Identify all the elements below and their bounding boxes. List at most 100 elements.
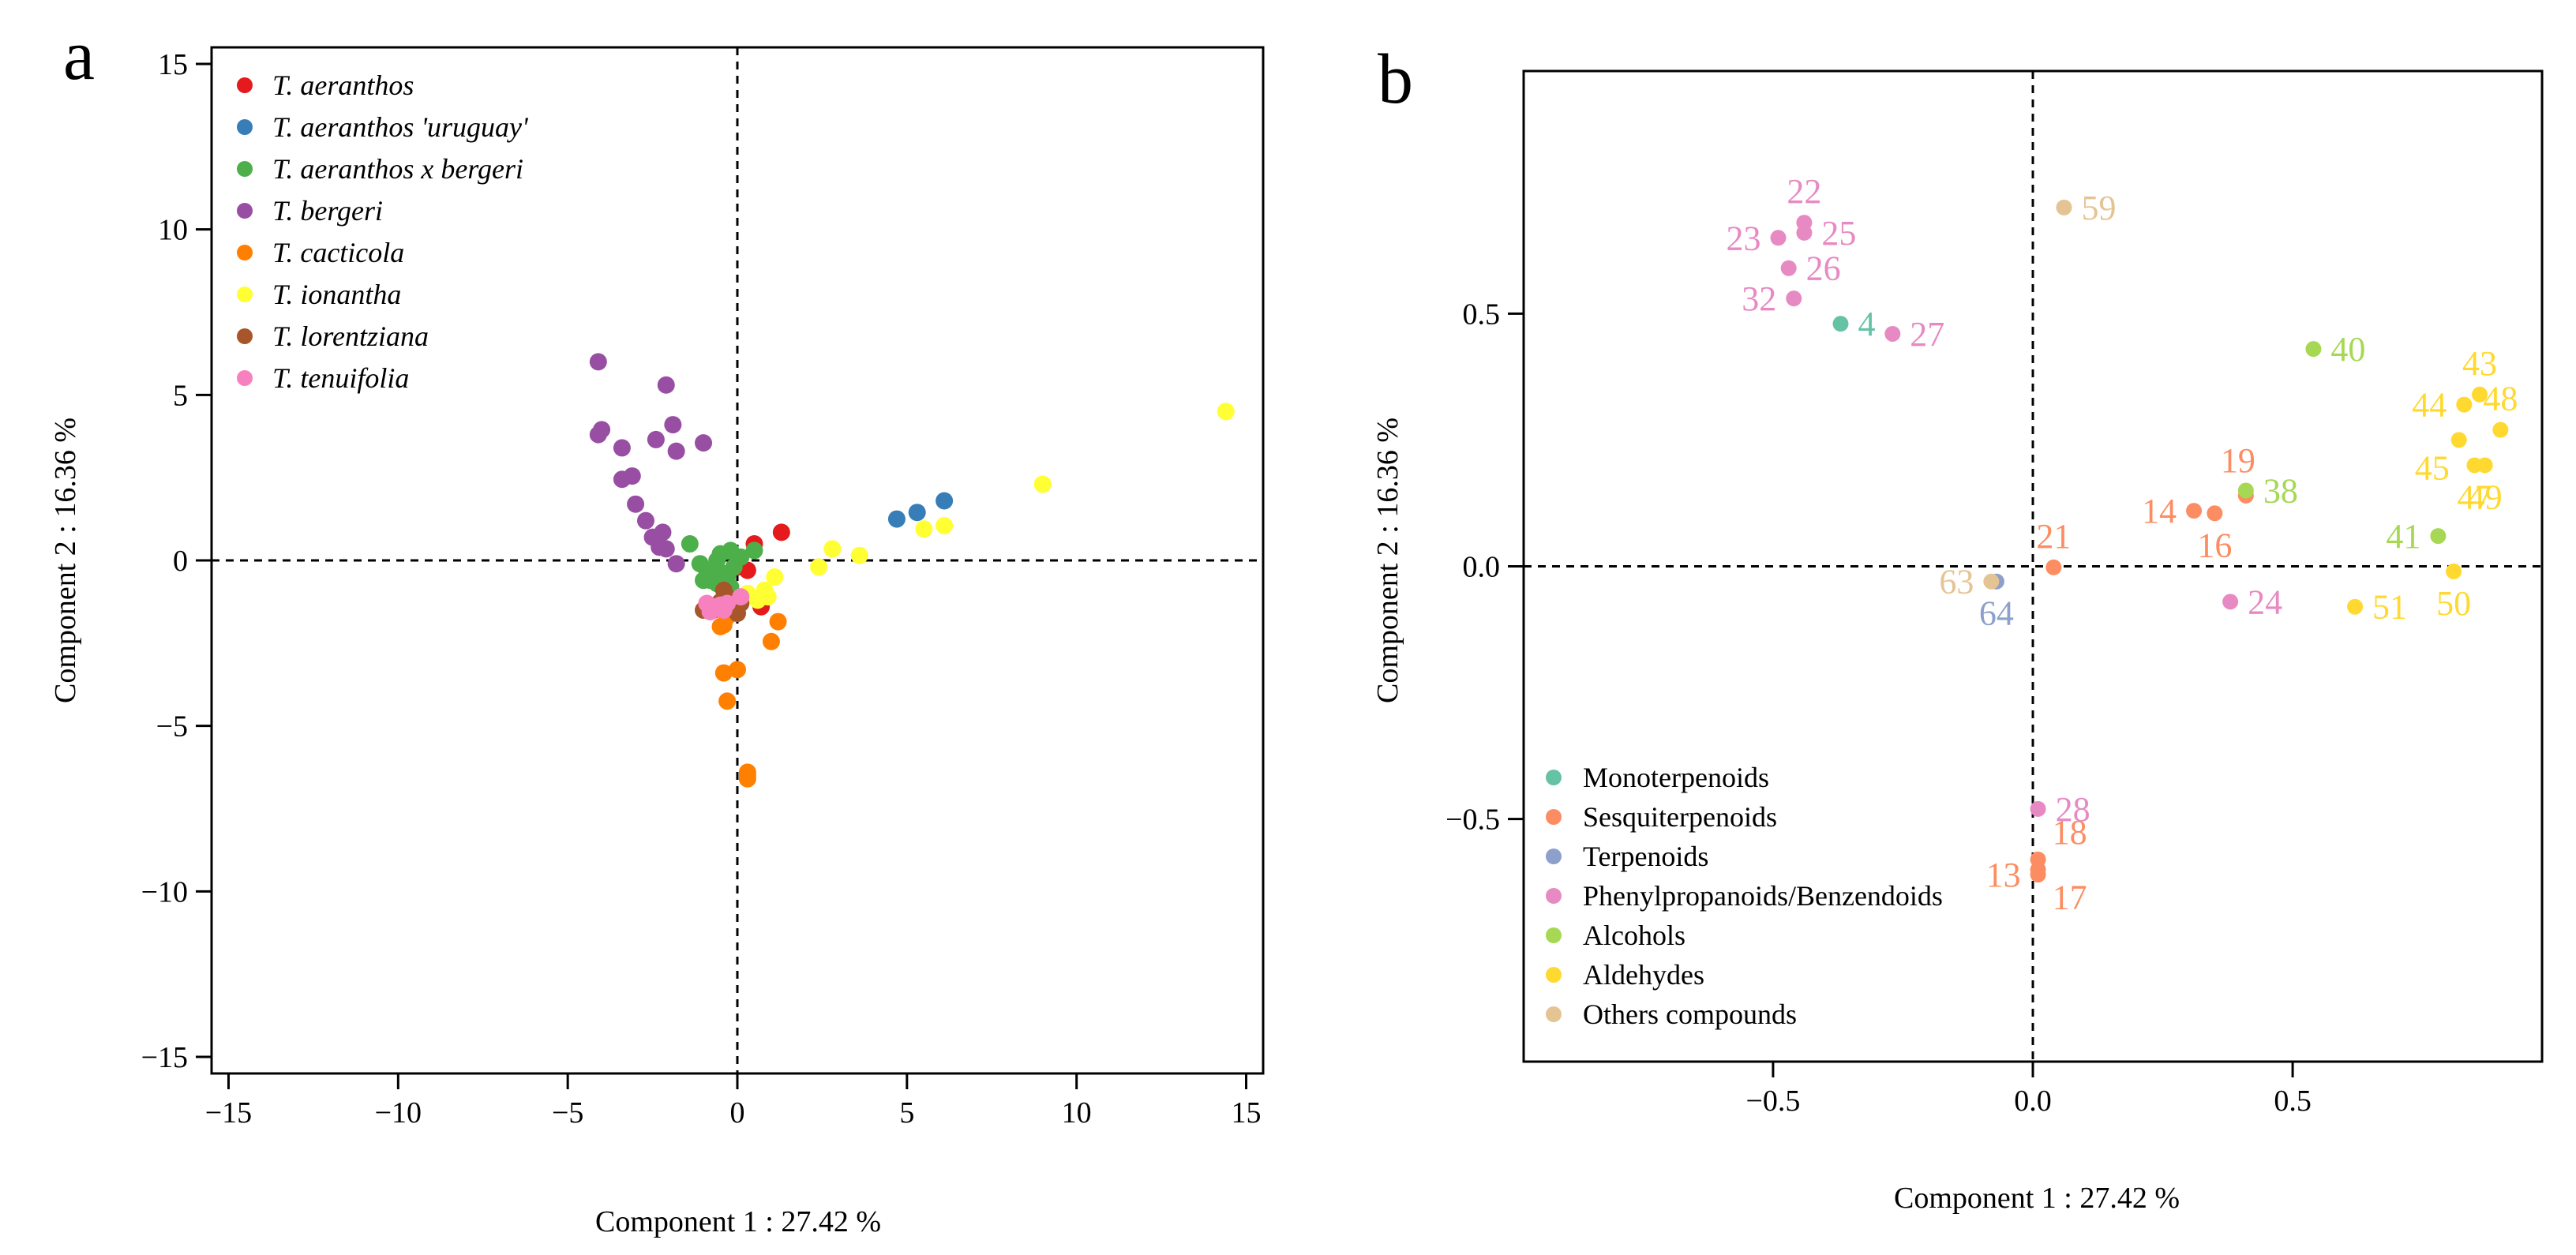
compound-point xyxy=(2492,421,2509,438)
compound-label: 24 xyxy=(2248,583,2282,621)
legend-marker xyxy=(237,370,253,386)
legend-label: T. tenuifolia xyxy=(272,362,409,394)
compound-point xyxy=(1786,290,1802,307)
data-point xyxy=(729,661,746,679)
x-tick-label: −5 xyxy=(552,1096,583,1130)
data-point xyxy=(1033,475,1052,493)
compound-label: 41 xyxy=(2386,517,2420,556)
y-tick-label: 0.5 xyxy=(1463,298,1501,331)
data-point xyxy=(714,581,733,599)
legend-label: T. aeranthos x bergeri xyxy=(272,153,523,185)
legend-label: T. aeranthos xyxy=(272,69,414,101)
panel-b-x-axis-label: Component 1 : 27.42 % xyxy=(1894,1182,2180,1215)
compound-point xyxy=(2030,800,2046,817)
compound-point xyxy=(1780,260,1797,276)
legend-label: T. lorentziana xyxy=(272,320,429,352)
x-tick-label: 0.5 xyxy=(2274,1085,2312,1118)
data-point xyxy=(589,353,607,371)
data-point xyxy=(762,632,780,650)
compound-point xyxy=(2347,598,2364,615)
panel-a-x-axis-label: Component 1 : 27.42 % xyxy=(595,1205,881,1238)
y-tick-label: −0.5 xyxy=(1445,804,1500,837)
data-point xyxy=(936,492,954,510)
data-point xyxy=(714,601,733,619)
compound-label: 27 xyxy=(1910,315,1944,354)
legend-label: Terpenoids xyxy=(1583,841,1708,872)
panel-a-scatter: a −15 −10 −5 0 5 10 15 −15 −10 −5 0 5 10 15 T. aeran… xyxy=(49,17,1265,1238)
legend-marker xyxy=(237,287,253,302)
legend-label: T. bergeri xyxy=(272,195,383,227)
data-point xyxy=(850,546,868,564)
panel-a-x-axis: −15 −10 −5 0 5 10 15 xyxy=(205,1073,1262,1130)
data-point xyxy=(711,617,729,635)
legend-marker xyxy=(1546,849,1562,864)
data-point xyxy=(738,766,756,785)
y-tick-label: 15 xyxy=(158,48,188,81)
data-point xyxy=(623,467,641,485)
compound-label: 22 xyxy=(1787,172,1821,211)
compound-label: 32 xyxy=(1742,279,1776,318)
compound-label: 19 xyxy=(2221,441,2255,480)
panel-b-letter: b xyxy=(1378,40,1413,118)
compound-label: 47 xyxy=(2457,478,2492,516)
data-point xyxy=(766,568,784,586)
panel-a-points xyxy=(589,353,1235,788)
compound-label: 59 xyxy=(2081,189,2116,227)
legend-marker xyxy=(1546,809,1562,825)
panel-b-y-axis-label: Component 2 : 16.36 % xyxy=(1371,418,1404,703)
data-point xyxy=(908,504,926,522)
compound-label: 51 xyxy=(2372,588,2407,627)
compound-label: 64 xyxy=(1979,594,2014,633)
panel-b-x-axis: −0.5 0.0 0.5 xyxy=(1745,1062,2312,1118)
data-point xyxy=(636,511,654,530)
data-point xyxy=(647,430,665,448)
data-point xyxy=(667,555,685,573)
compound-point xyxy=(2446,563,2462,579)
legend-marker xyxy=(237,161,253,177)
data-point xyxy=(1217,403,1235,421)
compound-point xyxy=(2472,386,2488,403)
legend-marker xyxy=(237,203,253,219)
compound-label: 48 xyxy=(2483,380,2518,418)
data-point xyxy=(657,540,675,558)
data-point xyxy=(593,421,611,439)
x-tick-label: −0.5 xyxy=(1745,1085,1800,1118)
legend-label: T. cacticola xyxy=(272,237,404,268)
compound-label: 38 xyxy=(2263,471,2298,510)
x-tick-label: 0 xyxy=(730,1096,745,1130)
data-point xyxy=(732,548,750,566)
legend-marker xyxy=(237,328,253,344)
y-tick-label: 10 xyxy=(158,214,188,247)
compound-point xyxy=(2477,457,2493,474)
compound-point xyxy=(2456,396,2473,413)
y-tick-label: −15 xyxy=(141,1041,188,1074)
y-tick-label: 5 xyxy=(173,379,188,412)
x-tick-label: 15 xyxy=(1232,1096,1262,1130)
legend-marker xyxy=(237,119,253,135)
panel-a-letter: a xyxy=(63,17,95,95)
data-point xyxy=(745,541,763,560)
compound-label: 26 xyxy=(1806,249,1841,288)
data-point xyxy=(887,510,906,528)
data-point xyxy=(936,516,954,534)
data-point xyxy=(823,540,842,558)
data-point xyxy=(695,434,713,452)
compound-label: 50 xyxy=(2436,584,2471,623)
data-point xyxy=(667,442,685,460)
legend-label: Others compounds xyxy=(1583,998,1797,1030)
data-point xyxy=(772,523,790,541)
compound-label: 25 xyxy=(1821,214,1856,253)
compound-label: 23 xyxy=(1727,219,1761,257)
panel-b-points xyxy=(1770,199,2509,883)
compound-point xyxy=(1832,316,1849,332)
legend-marker xyxy=(237,77,253,93)
data-point xyxy=(627,495,645,513)
legend-marker xyxy=(1546,770,1562,785)
data-point xyxy=(915,520,933,538)
compound-point xyxy=(2222,594,2239,610)
y-tick-label: 0 xyxy=(173,545,188,578)
compound-point xyxy=(2030,851,2046,867)
legend-label: Sesquiterpenoids xyxy=(1583,801,1777,833)
data-point xyxy=(769,613,787,631)
x-tick-label: 0.0 xyxy=(2014,1085,2052,1118)
